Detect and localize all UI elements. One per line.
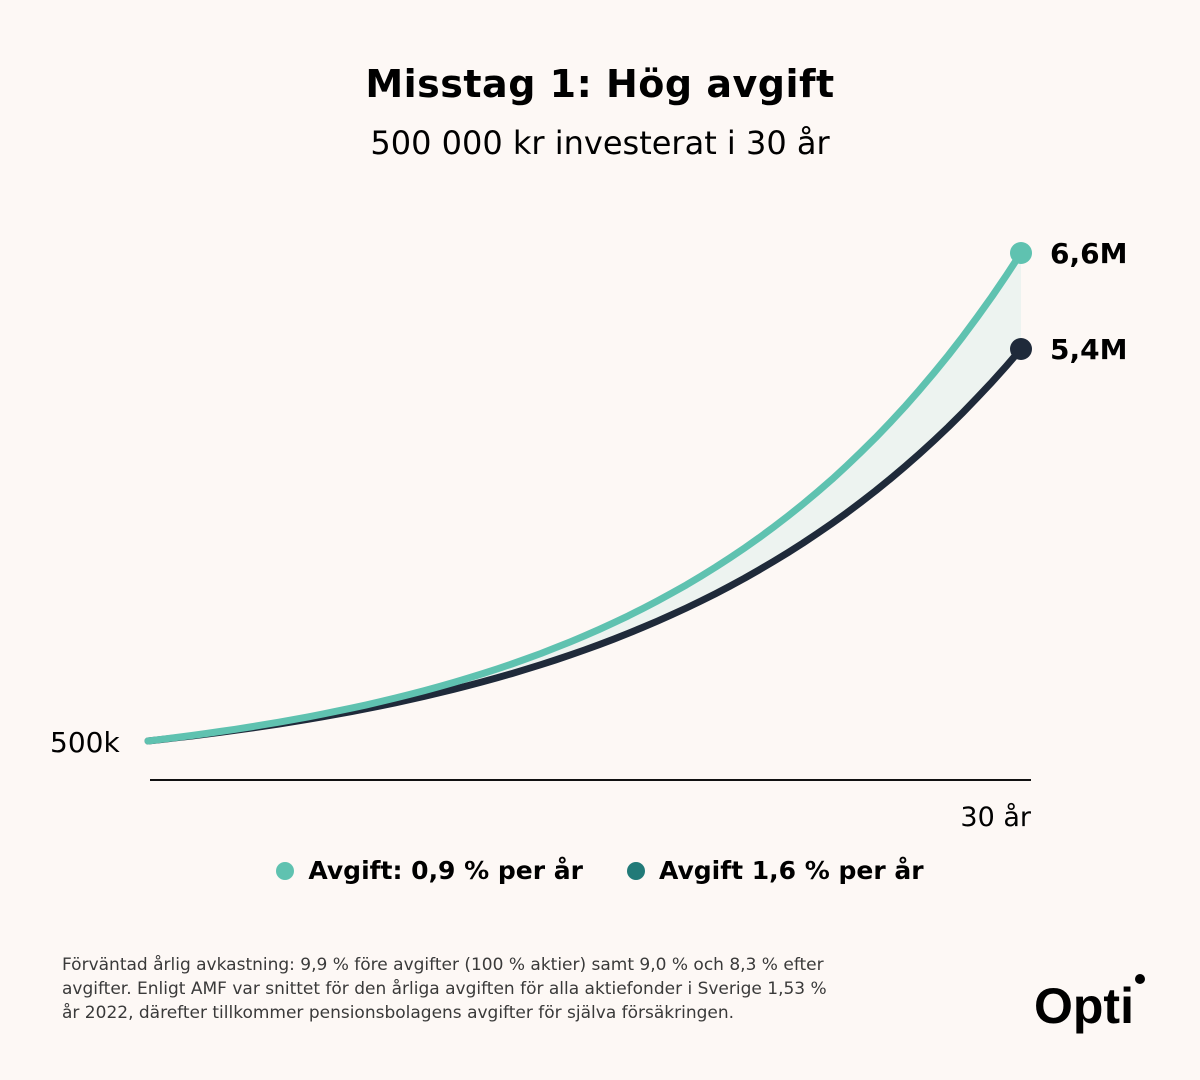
opti-logo: Opti [1034,974,1145,1034]
series-line-low-fee [144,249,1025,745]
logo-text: Opti [1034,978,1134,1034]
fee-difference-area [148,253,1021,741]
legend: Avgift: 0,9 % per år Avgift 1,6 % per år [0,856,1200,885]
legend-label: Avgift: 0,9 % per år [308,856,583,885]
chart-title: Misstag 1: Hög avgift [365,62,835,106]
footnote-line: avgifter. Enligt AMF var snittet för den… [62,979,827,999]
footnote: Förväntad årlig avkastning: 9,9 % före a… [62,953,962,1025]
start-value-label: 500k [50,726,120,759]
end-value-label: 5,4M [1050,333,1127,366]
legend-item-high-fee: Avgift 1,6 % per år [627,856,924,885]
end-point-marker [1010,338,1032,360]
legend-dot-icon [276,861,295,880]
logo-dot-icon [1135,974,1145,984]
footnote-line: Förväntad årlig avkastning: 9,9 % före a… [62,955,824,975]
legend-item-low-fee: Avgift: 0,9 % per år [276,856,583,885]
end-value-label: 6,6M [1050,237,1127,270]
end-point-marker [1010,242,1032,264]
legend-label: Avgift 1,6 % per år [659,856,924,885]
x-tick-label: 30 år [960,802,1031,833]
footnote-line: år 2022, därefter tillkommer pensionsbol… [62,1003,735,1023]
chart-subtitle: 500 000 kr investerat i 30 år [370,124,830,162]
series-line-high-fee [144,345,1025,745]
legend-dot-icon [627,861,645,880]
